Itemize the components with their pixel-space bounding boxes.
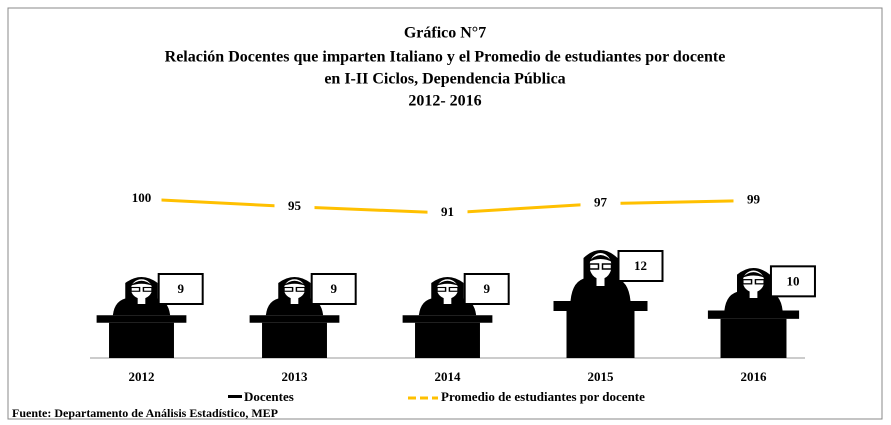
chart: Gráfico N°7 Relación Docentes que impart…: [0, 0, 891, 425]
data-label: 99: [747, 192, 761, 207]
icon-desk-top: [708, 311, 799, 319]
data-label: 97: [594, 195, 608, 210]
chart-subtitle: 2012- 2016: [408, 93, 481, 110]
chart-title: Gráfico N°7: [404, 25, 486, 42]
data-label: 10: [786, 273, 799, 288]
data-label: 9: [330, 281, 337, 296]
icon-desk-body: [109, 323, 174, 358]
icon-desk-top: [97, 315, 187, 323]
icon-desk-top: [250, 315, 340, 323]
icon-neck: [597, 278, 605, 286]
icon-neck: [138, 298, 146, 304]
data-label: 9: [177, 281, 184, 296]
data-label: 91: [441, 204, 454, 219]
chart-subtitle: Relación Docentes que imparten Italiano …: [165, 49, 726, 66]
data-label: 9: [483, 281, 490, 296]
icon-desk-top: [403, 315, 493, 323]
x-tick-label: 2012: [129, 369, 155, 384]
icon-desk-top: [554, 301, 648, 311]
icon-desk-body: [262, 323, 327, 358]
icon-desk-body: [415, 323, 480, 358]
x-tick-label: 2013: [282, 369, 309, 384]
icon-desk-body: [567, 311, 635, 358]
data-label: 100: [132, 190, 152, 205]
legend-label: Promedio de estudiantes por docente: [441, 389, 645, 404]
source-note: Fuente: Departamento de Análisis Estadís…: [12, 406, 278, 420]
legend-swatch: [228, 395, 242, 398]
icon-neck: [750, 291, 758, 298]
icon-neck: [291, 298, 299, 304]
legend-label: Docentes: [244, 389, 294, 404]
icon-desk-body: [721, 319, 787, 358]
x-tick-label: 2016: [741, 369, 768, 384]
data-label: 95: [288, 198, 302, 213]
x-tick-label: 2015: [588, 369, 615, 384]
data-label: 12: [634, 258, 647, 273]
chart-subtitle: en I-II Ciclos, Dependencia Pública: [324, 71, 565, 88]
x-tick-label: 2014: [435, 369, 462, 384]
icon-neck: [444, 298, 452, 304]
